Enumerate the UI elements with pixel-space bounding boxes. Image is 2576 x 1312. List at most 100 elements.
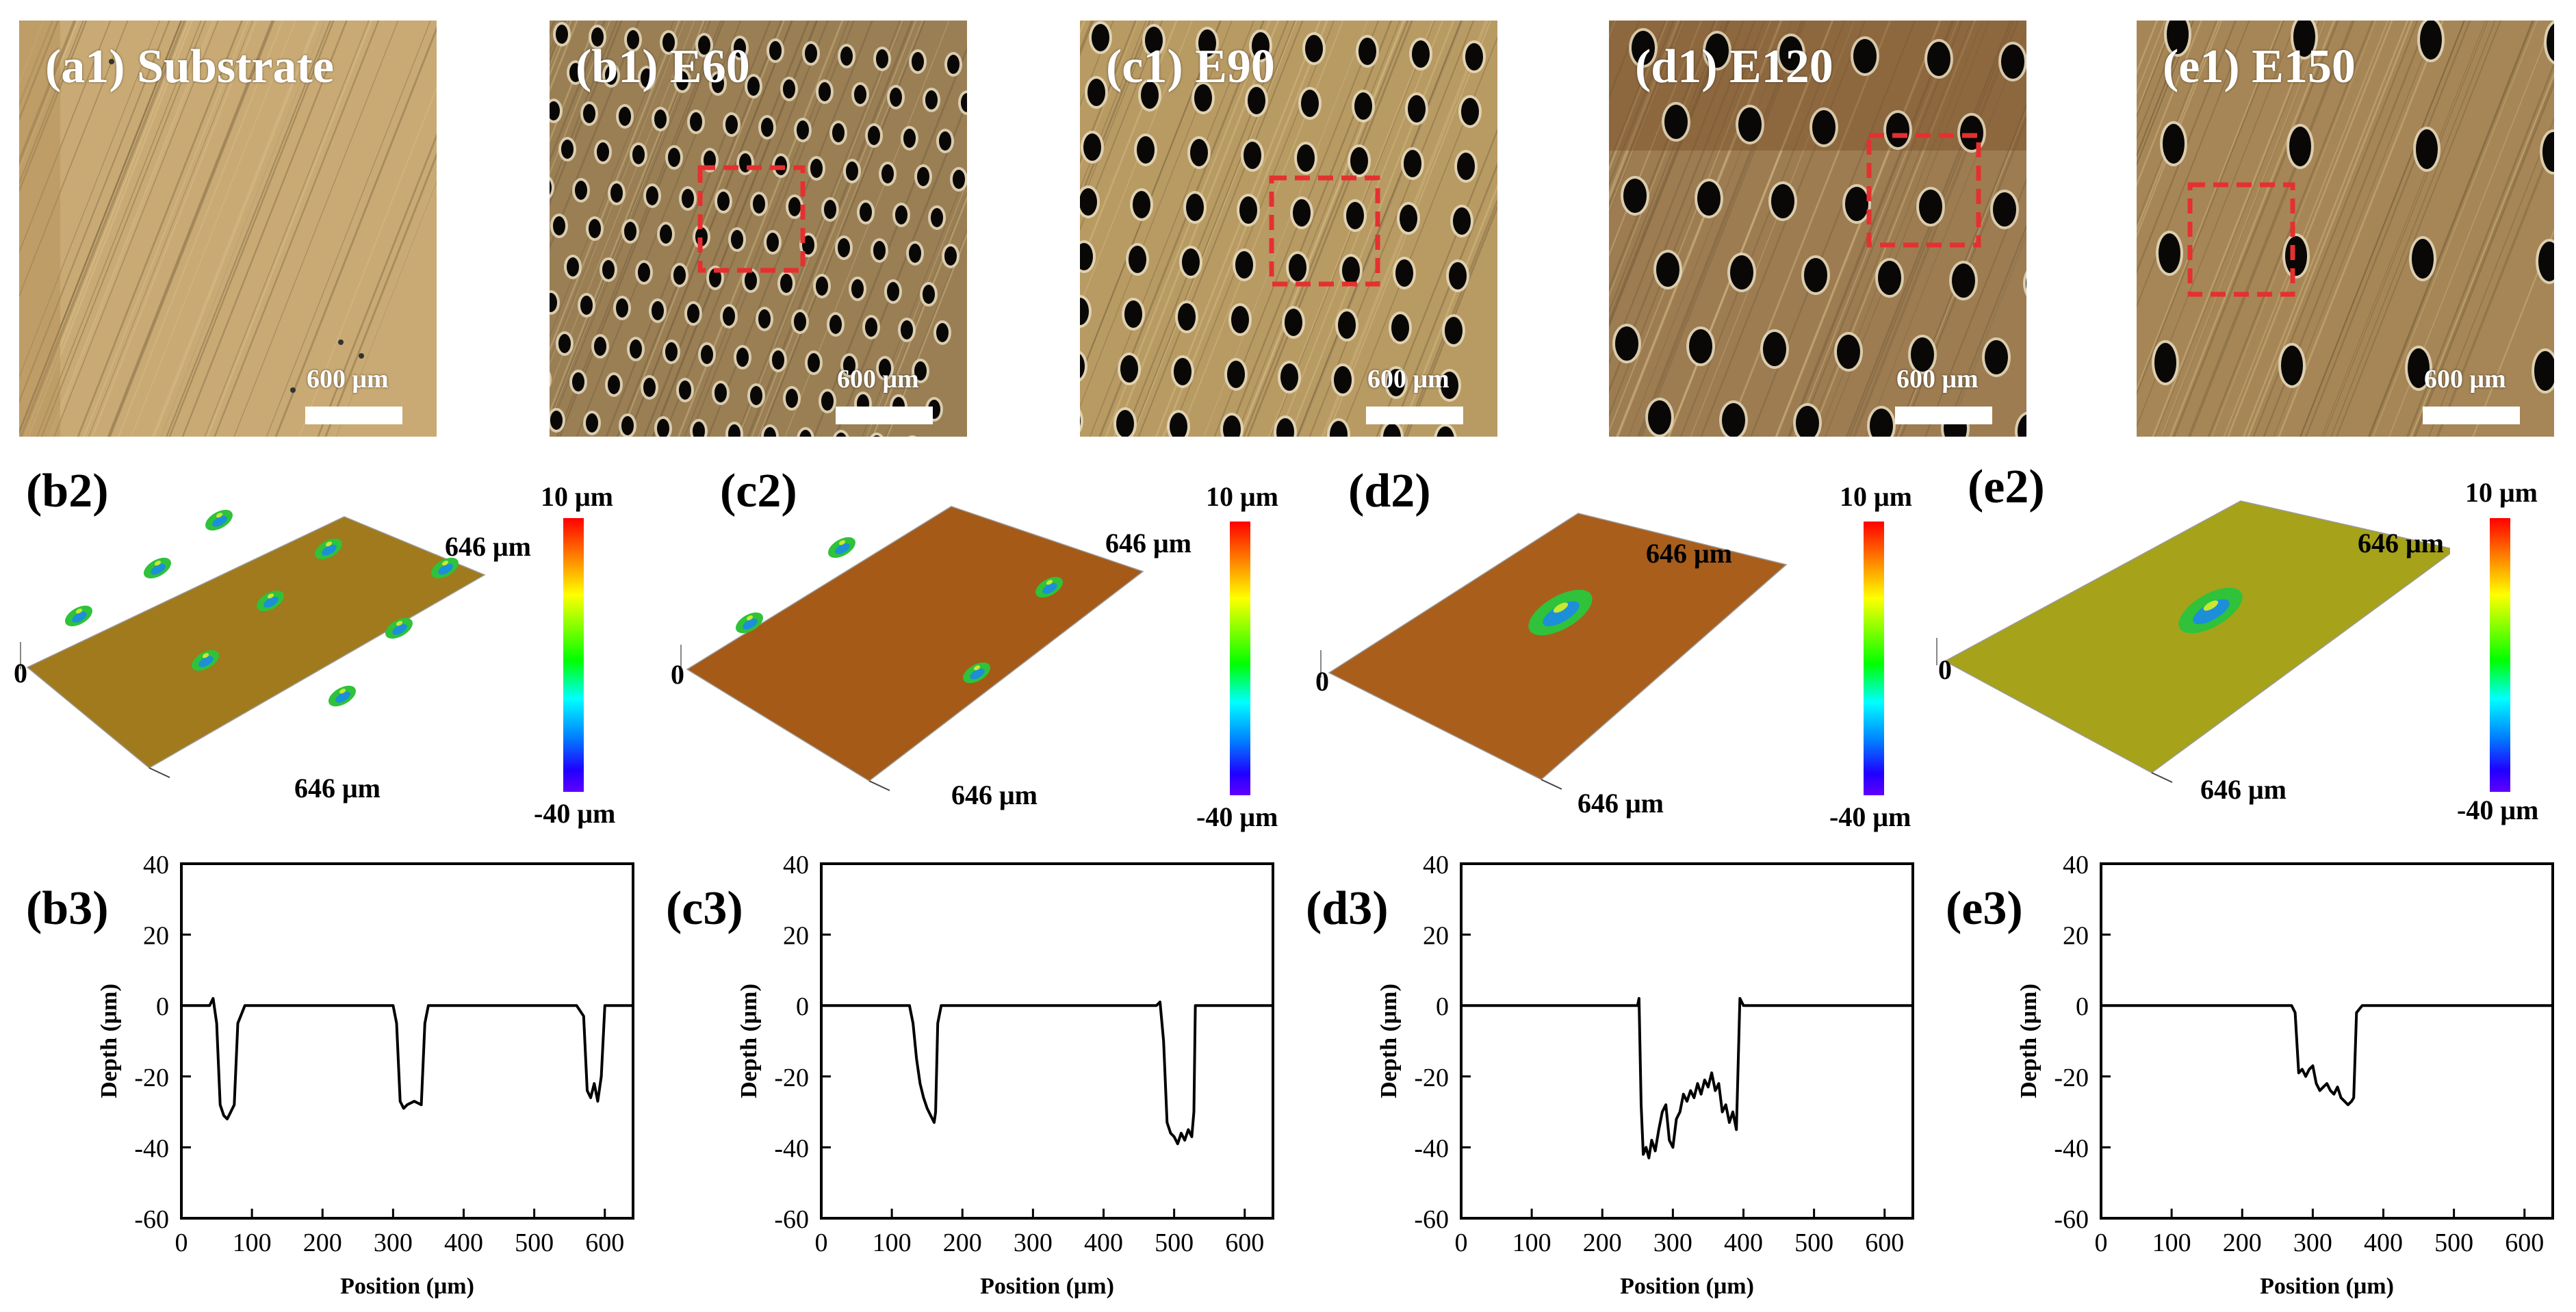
chart-panel-label: (e3)	[1946, 882, 2023, 935]
x-tick-label: 600	[1865, 1229, 1904, 1257]
y-axis-label: Depth (μm)	[1376, 983, 1402, 1098]
surface-3d-image	[680, 506, 1144, 791]
scale-bar	[305, 407, 402, 424]
y-tick-label: 0	[156, 992, 169, 1021]
origin-label: 0	[671, 659, 684, 690]
y-tick-label: -20	[1414, 1064, 1449, 1092]
chart-panel-label: (b3)	[26, 882, 109, 935]
y-tick-label: -20	[134, 1064, 169, 1092]
y-tick-label: 20	[2063, 922, 2089, 951]
x-tick-label: 600	[1225, 1229, 1264, 1257]
x-tick-label: 500	[2434, 1229, 2473, 1257]
plot-frame	[820, 862, 1274, 1220]
x-tick-label: 600	[585, 1229, 624, 1257]
chart-panel-label: (d3)	[1306, 882, 1389, 935]
scale-bar-label: 600 μm	[1896, 365, 1979, 394]
x-tick-label: 300	[1014, 1229, 1053, 1257]
x-tick-label: 400	[1084, 1229, 1123, 1257]
colorbar	[1864, 522, 1884, 795]
x-tick-label: 400	[2364, 1229, 2403, 1257]
x-dimension-label: 646 μm	[294, 773, 381, 803]
x-tick-label: 500	[515, 1229, 554, 1257]
x-tick-label: 500	[1155, 1229, 1194, 1257]
y-tick-label: 20	[143, 922, 169, 951]
x-tick-label: 100	[2152, 1229, 2191, 1257]
x-tick-label: 0	[815, 1229, 828, 1257]
y-tick-label: 20	[783, 922, 809, 951]
x-tick-label: 100	[873, 1229, 912, 1257]
chart-panel-label: (c3)	[666, 882, 743, 935]
micrograph-image	[550, 21, 967, 437]
panel-label: (e1) E150	[2163, 40, 2356, 93]
y-tick-label: -60	[134, 1205, 169, 1234]
colorbar-max-label: 10 μm	[1840, 481, 1912, 512]
x-dimension-label: 646 μm	[951, 780, 1038, 810]
y-tick-label: -40	[1414, 1134, 1449, 1163]
y-dimension-label: 646 μm	[445, 531, 531, 562]
x-axis-label: Position (μm)	[1620, 1274, 1754, 1299]
y-dimension-label: 646 μm	[1105, 528, 1192, 558]
y-tick-label: 40	[1423, 856, 1449, 879]
micrograph-image	[1609, 21, 2026, 437]
y-dimension-label: 646 μm	[1646, 538, 1732, 569]
depth-profile-line	[1461, 996, 1913, 1159]
y-tick-label: -40	[2054, 1134, 2089, 1163]
y-tick-label: -40	[134, 1134, 169, 1163]
depth-profile-line	[181, 996, 633, 1120]
y-axis-label: Depth (μm)	[736, 983, 762, 1098]
map3d-panel-b2: (b2) 646 μm 646 μm 0 10 μm -40 μm	[0, 452, 643, 835]
colorbar	[1230, 522, 1250, 795]
depth-profile-line	[2101, 1004, 2553, 1107]
y-tick-label: -20	[774, 1064, 809, 1092]
panel-label: (a1) Substrate	[45, 40, 334, 93]
y-tick-label: -60	[2054, 1205, 2089, 1234]
scale-bar	[2423, 407, 2520, 424]
y-tick-label: -40	[774, 1134, 809, 1163]
x-axis-label: Position (μm)	[2260, 1274, 2394, 1299]
plot-frame	[2100, 862, 2554, 1220]
x-tick-label: 400	[1724, 1229, 1763, 1257]
x-axis-label: Position (μm)	[340, 1274, 474, 1299]
y-tick-label: -60	[1414, 1205, 1449, 1234]
x-tick-label: 300	[2293, 1229, 2332, 1257]
y-tick-label: 20	[1423, 922, 1449, 951]
x-axis-label: Position (μm)	[980, 1274, 1114, 1299]
x-tick-label: 0	[175, 1229, 188, 1257]
y-tick-label: 0	[796, 992, 809, 1021]
x-tick-label: 300	[1653, 1229, 1692, 1257]
micrograph-image	[19, 21, 437, 437]
x-tick-label: 200	[2223, 1229, 2262, 1257]
map3d-panel-e2: (e2) 646 μm 646 μm 0 10 μm -40 μm	[1930, 452, 2573, 835]
map3d-panel-d2: (d2) 646 μm 646 μm 0 10 μm -40 μm	[1287, 452, 1930, 835]
photo-panel-c1: (c1) E90 600 μm	[1080, 21, 1497, 437]
surface-3d-image	[1936, 500, 2450, 783]
surface-3d-image	[20, 509, 486, 778]
y-dimension-label: 646 μm	[2358, 528, 2444, 558]
panel-label: (c1) E90	[1106, 40, 1275, 93]
x-tick-label: 600	[2505, 1229, 2544, 1257]
scale-bar	[836, 407, 933, 424]
scale-bar	[1366, 407, 1463, 424]
depth-profile-line	[821, 1001, 1273, 1146]
origin-label: 0	[1315, 666, 1329, 697]
panel-label: (c2)	[720, 465, 797, 517]
scale-bar-label: 600 μm	[1367, 365, 1450, 394]
y-tick-label: 40	[143, 856, 169, 879]
panel-label: (e2)	[1968, 461, 2045, 513]
photo-panel-b1: (b1) E60 600 μm	[550, 21, 967, 437]
photo-panel-d1: (d1) E120 600 μm	[1609, 21, 2026, 437]
x-tick-label: 200	[303, 1229, 342, 1257]
panel-label: (d2)	[1348, 465, 1431, 517]
y-tick-label: -20	[2054, 1064, 2089, 1092]
y-axis-label: Depth (μm)	[2016, 983, 2042, 1098]
colorbar	[2490, 518, 2510, 792]
panel-label: (d1) E120	[1635, 40, 1833, 93]
scale-bar	[1895, 407, 1992, 424]
x-tick-label: 300	[374, 1229, 413, 1257]
photo-panel-e1: (e1) E150 600 μm	[2137, 21, 2554, 437]
plot-frame	[1460, 862, 1914, 1220]
x-tick-label: 100	[1512, 1229, 1551, 1257]
